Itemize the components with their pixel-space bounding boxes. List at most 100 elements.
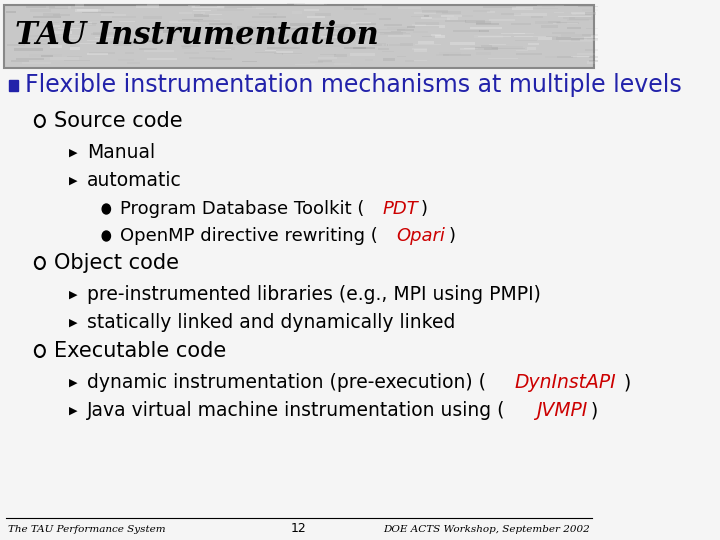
Bar [454, 15, 473, 17]
Bar [378, 48, 390, 50]
Bar [474, 36, 503, 38]
Bar [359, 23, 371, 25]
Bar [147, 4, 158, 6]
Bar [259, 14, 277, 15]
Bar [582, 33, 598, 36]
Bar [387, 35, 411, 37]
Bar [91, 32, 104, 35]
Bar [210, 23, 232, 25]
Bar [225, 6, 251, 8]
Bar [125, 52, 135, 55]
Bar [435, 36, 445, 38]
Bar [589, 56, 600, 58]
Bar [344, 7, 352, 10]
Bar [143, 16, 161, 19]
Bar [109, 41, 137, 44]
Bar [436, 53, 449, 56]
Text: The TAU Performance System: The TAU Performance System [9, 524, 166, 534]
Bar [480, 30, 489, 32]
Bar [267, 48, 300, 49]
Bar [558, 16, 591, 17]
Bar [254, 41, 269, 42]
Bar [322, 24, 348, 25]
Bar [78, 9, 101, 11]
Bar [310, 60, 323, 63]
Bar [364, 5, 382, 8]
Bar [28, 39, 48, 42]
Bar [276, 51, 293, 53]
Bar [46, 6, 71, 8]
Text: ): ) [624, 374, 631, 393]
Bar [444, 20, 466, 22]
Bar [318, 62, 335, 63]
Bar [163, 30, 176, 33]
Bar [548, 21, 560, 23]
Bar [539, 37, 556, 39]
Bar [294, 3, 325, 5]
Bar [217, 9, 244, 11]
Bar [564, 17, 575, 19]
Bar [63, 37, 80, 38]
Bar [144, 50, 174, 52]
Bar [138, 42, 148, 44]
Bar [141, 40, 164, 42]
Bar [478, 36, 510, 37]
Bar [147, 58, 177, 60]
Bar [30, 9, 51, 12]
Bar [390, 31, 401, 32]
Bar [27, 35, 49, 37]
Bar [450, 42, 475, 45]
Bar [481, 45, 492, 48]
Bar [423, 10, 449, 13]
Text: Source code: Source code [54, 111, 183, 131]
Bar [211, 28, 229, 30]
Bar [159, 41, 170, 44]
Bar [194, 14, 209, 17]
Bar [491, 46, 523, 49]
Bar [408, 25, 439, 29]
Bar [537, 4, 564, 5]
Bar [587, 62, 616, 64]
Bar [75, 4, 84, 6]
Bar [328, 38, 350, 40]
Bar [545, 56, 577, 58]
Bar [297, 4, 327, 5]
Bar [251, 37, 284, 38]
Bar [382, 51, 395, 52]
Bar [321, 36, 344, 38]
Text: ): ) [420, 200, 428, 218]
Bar [432, 18, 450, 20]
Bar [580, 39, 611, 41]
Bar [118, 59, 135, 61]
Bar [380, 32, 403, 35]
Bar [585, 12, 596, 15]
Bar [379, 18, 391, 20]
Bar [43, 14, 60, 16]
Text: ): ) [590, 402, 598, 421]
Bar [541, 25, 558, 28]
Bar [287, 28, 314, 30]
Bar [114, 44, 133, 46]
Bar [422, 36, 432, 37]
Text: automatic: automatic [87, 172, 182, 191]
Bar [294, 64, 315, 65]
Bar [439, 52, 462, 55]
Bar [58, 28, 81, 29]
Bar [32, 16, 61, 18]
Text: Object code: Object code [54, 253, 179, 273]
Bar [415, 49, 427, 52]
Bar [101, 14, 126, 16]
Bar [576, 14, 590, 15]
Bar [181, 46, 191, 49]
Bar [589, 60, 619, 62]
Bar [288, 42, 314, 43]
Bar [70, 36, 83, 39]
Bar [89, 51, 114, 53]
Text: ): ) [449, 227, 456, 245]
Text: TAU Instrumentation: TAU Instrumentation [15, 21, 379, 51]
Text: JVMPI: JVMPI [536, 402, 587, 421]
Text: OpenMP directive rewriting (: OpenMP directive rewriting ( [120, 227, 378, 245]
Bar [75, 9, 98, 12]
Bar [152, 29, 181, 31]
Bar [45, 25, 60, 27]
